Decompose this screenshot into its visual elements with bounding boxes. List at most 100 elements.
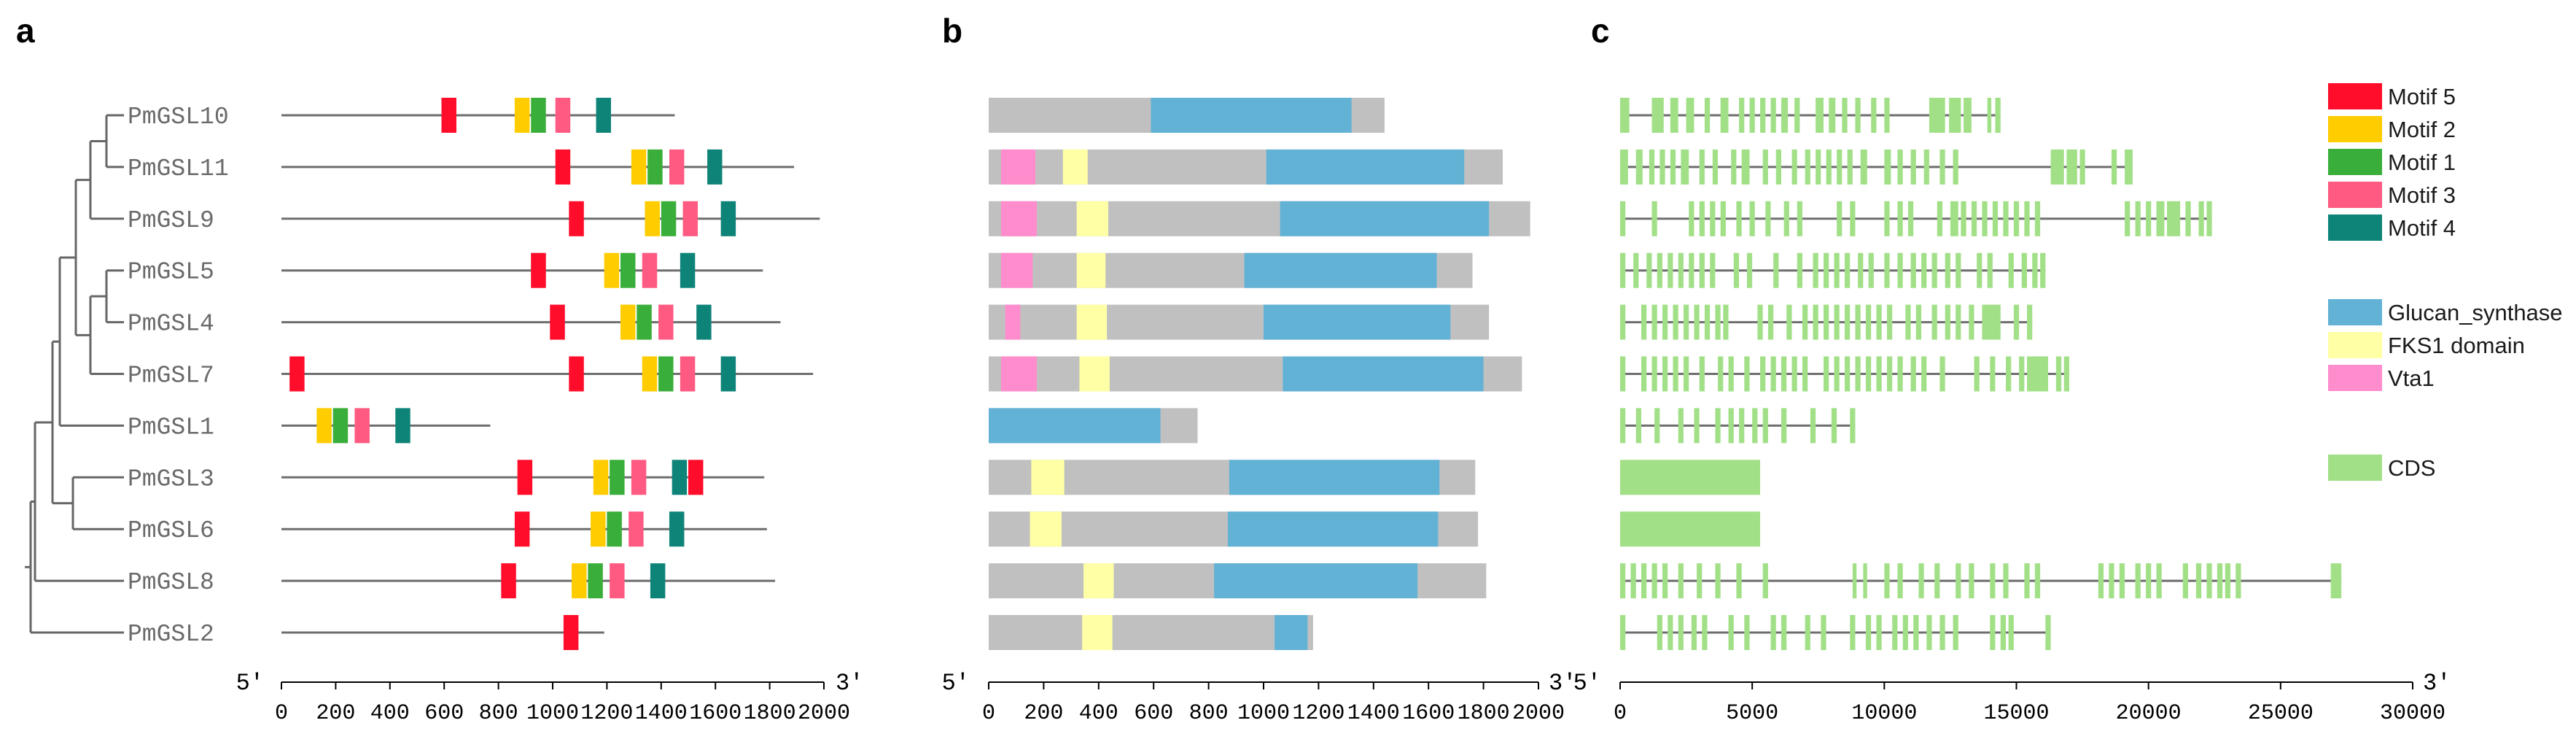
tick-label: 200 [316,701,355,726]
cds-exon-box [1786,304,1792,340]
cds-exon-box [1635,408,1641,444]
cds-exon-box [1681,149,1689,185]
cds-exon-box [1813,304,1818,340]
cds-exon-box [1620,149,1628,185]
motif-motif-4-box [596,98,611,133]
motif-motif-5-box [569,201,584,236]
tick-label: 200 [1024,701,1063,726]
motif-motif-4-box [720,356,736,392]
legend-label-motif-4: Motif 4 [2388,215,2456,241]
domain-glucan-synthase-box [1244,252,1437,288]
cds-exon-box [1934,563,1940,599]
domain-fks1-domain-box [1083,563,1114,599]
cds-exon-box [1689,201,1694,236]
gene-label-pmgsl2: PmGSL2 [128,621,214,648]
cds-exon-box [2206,563,2212,599]
cds-exon-box [2050,149,2064,185]
cds-exon-box [1837,149,1842,185]
cds-exon-box [2034,201,2041,236]
gene-label-pmgsl3: PmGSL3 [128,465,214,492]
cds-exon-box [1649,149,1655,185]
tick-label: 600 [1134,701,1173,726]
motif-motif-2-box [316,408,332,444]
legend-label-motif-2: Motif 2 [2388,117,2456,142]
cds-exon-box [1939,356,1945,392]
cds-exon-box [1797,252,1803,288]
motif-motif-5-box [569,356,584,392]
motif-motif-2-box [620,304,636,340]
cds-exon-box [2045,615,2051,650]
motif-motif-1-box [588,563,603,599]
cds-exon-box [1723,304,1729,340]
tick-label: 10000 [1851,701,1917,726]
cds-exon-box [1977,252,1982,288]
legend-label-fks1-domain: FKS1 domain [2388,333,2525,358]
cds-exon-box [1657,252,1662,288]
tick-label: 1600 [689,701,742,726]
cds-exon-box [1945,252,1950,288]
cds-exon-box [1635,149,1643,185]
cds-exon-box [1678,408,1684,444]
cds-exon-box [1749,98,1755,133]
cds-exon-box [1910,356,1916,392]
cds-exon-box [2119,563,2125,599]
gene-label-pmgsl8: PmGSL8 [128,569,214,596]
tick-label: 1400 [1347,701,1400,726]
cds-exon-box [1651,563,1657,599]
cds-exon-box [1990,356,1996,392]
cds-exon-box [1907,201,1914,236]
three-prime-label: 3' [1549,670,1576,697]
cds-exon-box [1990,563,1996,599]
cds-exon-box [1987,98,1992,133]
cds-exon-box [1670,149,1676,185]
legend: Motif 5 Motif 2 Motif 1 Motif 3 Motif 4 Gluca… [2328,83,2563,481]
cds-exon-box [2206,201,2212,236]
motif-motif-4-box [672,460,688,495]
cds-exon-box [1770,356,1776,392]
cds-exon-box [1886,356,1893,392]
cds-exon-box [2156,201,2165,236]
cds-exon-box [1802,356,1808,392]
cds-exon-box [1620,563,1626,599]
gene-label-pmgsl1: PmGSL1 [128,414,214,441]
cds-exon-box [1834,252,1840,288]
cds-exon-box [1956,252,1961,288]
cds-exon-box [1620,511,1761,547]
cds-exon-box [1929,98,1945,133]
cds-exon-box [1670,98,1678,133]
cds-exon-box [2135,563,2141,599]
cds-exon-box [1783,201,1789,236]
cds-exon-box [1921,356,1927,392]
cds-exon-box [1964,98,1972,133]
cds-exon-box [1834,304,1840,340]
cds-exon-box [1855,356,1861,392]
domain-fks1-domain-box [1062,149,1088,185]
motif-motif-5-box [289,356,305,392]
cds-exon-box [1641,304,1647,340]
cds-exon-box [2008,252,2014,288]
cds-exon-box [1863,563,1867,599]
cds-exon-box [1939,149,1945,185]
cds-exon-box [2167,201,2181,236]
motif-motif-5-box [550,304,565,340]
motif-motif-1-box [332,408,349,444]
cds-exon-box [2125,201,2131,236]
cds-exon-box [1897,563,1903,599]
cds-exon-box [1728,615,1734,650]
cds-exon-box [1704,98,1711,133]
cds-exon-box [1728,408,1734,444]
motif-motif-1-box [620,252,636,288]
cds-exon-box [2109,563,2114,599]
cds-exon-box [1931,252,1937,288]
cds-exon-box [1694,304,1700,340]
motif-motif-3-box [682,201,699,236]
cds-exon-box [1923,149,1929,185]
tick-label: 30000 [2380,701,2445,726]
tick-label: 600 [424,701,464,726]
cds-exon-box [1630,563,1636,599]
cds-exon-box [1950,201,1958,236]
motif-motif-1-box [637,304,652,340]
legend-label-motif-3: Motif 3 [2388,182,2456,208]
cds-exon-box [2040,252,2046,288]
cds-exon-box [2003,563,2009,599]
